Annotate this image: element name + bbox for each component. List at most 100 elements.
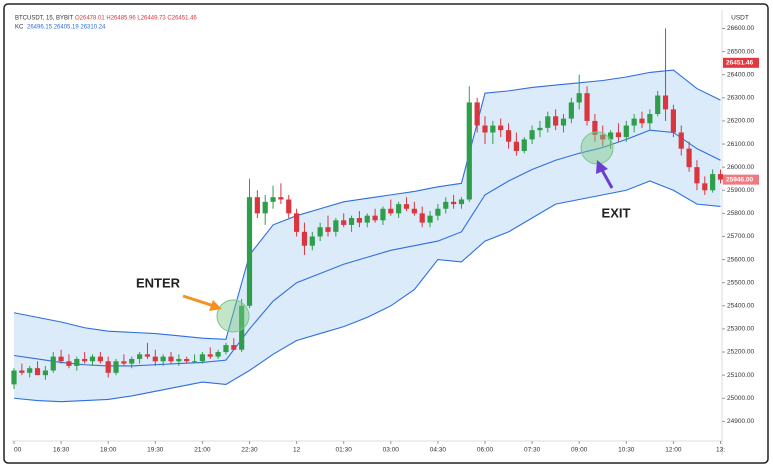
- candle-body: [121, 361, 127, 364]
- candle-body: [537, 127, 543, 131]
- y-tick-label: 25400.00: [727, 303, 754, 310]
- candle-body: [380, 208, 386, 221]
- candle-body: [317, 227, 323, 237]
- candle-body: [702, 183, 708, 191]
- price-tag: [723, 174, 759, 185]
- candle-body: [466, 102, 472, 200]
- candle-body: [521, 139, 527, 151]
- enter-arrow-head: [209, 300, 222, 311]
- candle-body: [710, 174, 716, 191]
- candle-body: [576, 93, 582, 103]
- candle-body: [74, 358, 80, 366]
- candle-body: [239, 305, 245, 350]
- x-tick-label: 03:00: [383, 447, 400, 454]
- annotations: ENTER EXIT: [136, 131, 631, 333]
- y-tick-label: 25900.00: [727, 187, 754, 194]
- candle-body: [372, 215, 378, 221]
- candle-body: [505, 130, 512, 142]
- candle-body: [215, 352, 221, 357]
- x-tick-label: 09:00: [571, 447, 588, 454]
- x-tick-label: 12: [293, 447, 301, 454]
- x-tick-label: 21:00: [194, 447, 211, 454]
- candle-body: [419, 213, 425, 223]
- candle-body: [513, 141, 519, 151]
- candle-body: [168, 356, 174, 362]
- candle-body: [396, 204, 402, 214]
- indicator-name: KC: [15, 25, 24, 31]
- enter-arrow: [182, 294, 215, 308]
- x-tick-label: 01:30: [336, 447, 353, 454]
- candle-body: [231, 345, 237, 350]
- y-tick-label: 26200.00: [727, 118, 754, 125]
- candle-body: [278, 197, 284, 200]
- candle-body: [34, 368, 41, 376]
- candle-body: [686, 148, 692, 168]
- candle-body: [639, 118, 645, 124]
- candle-body: [694, 167, 700, 184]
- plot-area: [11, 28, 724, 403]
- candle-body: [176, 358, 182, 362]
- price-tag: [723, 57, 759, 68]
- candle-body: [246, 197, 253, 306]
- candle-body: [58, 356, 64, 362]
- candle-body: [388, 208, 394, 214]
- exit-arrow: [600, 169, 614, 189]
- candle-body: [286, 199, 292, 214]
- y-tick-label: 25200.00: [727, 349, 754, 356]
- candle-body: [207, 354, 213, 357]
- candle-body: [223, 345, 229, 353]
- candle-body: [560, 118, 567, 126]
- candle-body: [262, 201, 268, 214]
- candle-body: [364, 215, 370, 223]
- x-tick-label: 18:00: [100, 447, 117, 454]
- candle-body: [184, 358, 190, 362]
- candle-body: [301, 231, 308, 246]
- candle-body: [592, 120, 598, 135]
- price-tag-label: 25946.00: [726, 176, 753, 183]
- y-tick-label: 25100.00: [727, 372, 754, 379]
- candle-body: [545, 116, 551, 128]
- x-tick-label: 16:30: [53, 447, 70, 454]
- enter-label: ENTER: [136, 275, 181, 290]
- candle-body: [19, 370, 25, 373]
- y-tick-label: 25000.00: [727, 395, 754, 402]
- candle-body: [152, 356, 158, 362]
- ohlc: O26478.01 H26485.96 L26449.73 C26451.46: [75, 16, 197, 22]
- candle-body: [325, 227, 331, 232]
- candle-body: [498, 125, 504, 131]
- candle-body: [623, 125, 629, 138]
- candle-body: [411, 208, 417, 214]
- candle-body: [113, 361, 119, 373]
- candle-body: [97, 356, 103, 362]
- candle-body: [631, 118, 637, 126]
- candle-body: [11, 370, 17, 385]
- candle-body: [451, 201, 457, 205]
- candle-body: [160, 356, 166, 362]
- candle-body: [89, 356, 96, 362]
- candle-body: [144, 354, 151, 357]
- enter-circle: [216, 299, 250, 333]
- exit-arrow-head: [596, 160, 608, 174]
- channel-fill: [14, 70, 721, 402]
- candle-body: [50, 356, 56, 371]
- y-tick-label: 25700.00: [727, 233, 754, 240]
- candle-body: [717, 174, 724, 180]
- x-tick-label: 00: [14, 447, 22, 454]
- exit-label: EXIT: [602, 205, 631, 220]
- y-tick-label: 25600.00: [727, 256, 754, 263]
- candle-body: [474, 102, 480, 126]
- candle-body: [427, 215, 433, 223]
- price-tag-label: 26451.46: [726, 60, 753, 67]
- candle-body: [27, 368, 33, 373]
- y-tick-label: 26400.00: [727, 71, 754, 78]
- candle-body: [341, 220, 347, 225]
- candle-body: [490, 125, 496, 133]
- candle-body: [647, 113, 653, 124]
- candle-body: [270, 197, 276, 202]
- candle-body: [66, 361, 72, 366]
- candle-body: [356, 217, 362, 223]
- candle-body: [608, 132, 614, 140]
- x-tick-label: 04:30: [430, 447, 447, 454]
- candle-body: [82, 358, 88, 362]
- y-tick-label: 26000.00: [727, 164, 754, 171]
